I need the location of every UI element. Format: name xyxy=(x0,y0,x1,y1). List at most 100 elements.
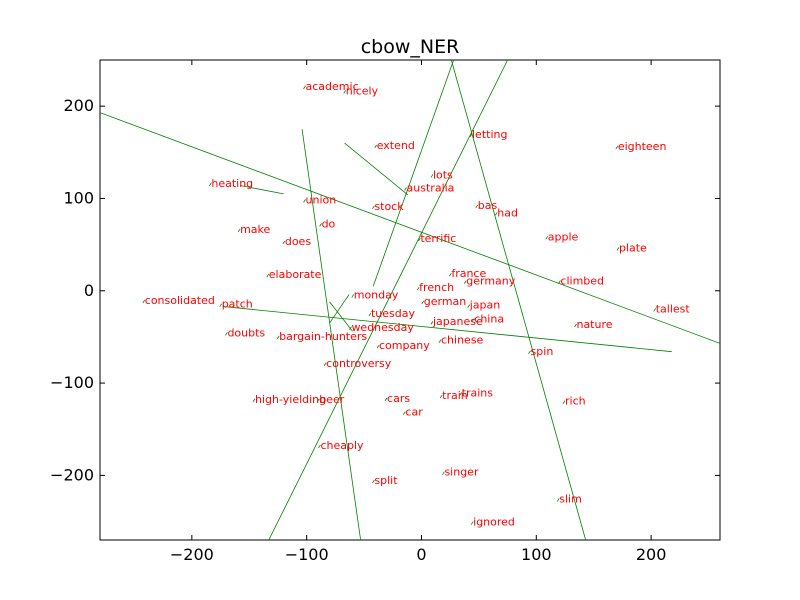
point-marker xyxy=(303,85,306,90)
point-label: high-yielding xyxy=(255,393,326,406)
chart-title: cbow_NER xyxy=(361,36,460,58)
point-marker xyxy=(303,199,306,203)
point-marker xyxy=(459,392,462,396)
point-marker xyxy=(653,308,657,312)
point-label: wednesday xyxy=(351,321,414,334)
point-marker xyxy=(404,187,407,191)
point-marker xyxy=(351,294,355,298)
point-label: japanese xyxy=(432,315,483,328)
point-marker xyxy=(545,236,549,240)
point-label: academic xyxy=(306,80,359,93)
point-label: nicely xyxy=(346,84,379,97)
point-marker xyxy=(349,326,352,330)
point-marker xyxy=(316,398,320,402)
point-marker xyxy=(343,90,347,94)
projection-line xyxy=(372,60,455,287)
point-marker xyxy=(475,204,479,209)
point-label: plate xyxy=(619,241,647,254)
y-tick-label: 0 xyxy=(84,281,94,300)
point-label: slim xyxy=(559,492,582,505)
point-label: stock xyxy=(374,200,404,213)
point-label: singer xyxy=(444,466,479,479)
projection-line xyxy=(222,306,672,353)
point-marker xyxy=(469,133,473,138)
point-marker xyxy=(372,479,375,484)
point-marker xyxy=(282,240,286,245)
point-marker xyxy=(374,144,378,149)
point-label: had xyxy=(497,206,518,219)
point-marker xyxy=(384,397,388,402)
y-tick-label: 100 xyxy=(63,188,94,207)
point-label: rich xyxy=(565,395,586,408)
point-label: french xyxy=(419,281,454,294)
point-label: apple xyxy=(548,230,579,243)
lines-layer xyxy=(100,60,720,540)
point-label: spin xyxy=(531,345,554,358)
x-tick-label: −200 xyxy=(170,545,214,564)
point-marker xyxy=(439,394,443,399)
point-marker xyxy=(616,247,620,251)
point-marker xyxy=(209,182,212,186)
projection-line xyxy=(239,185,284,195)
point-marker xyxy=(219,303,223,307)
point-marker xyxy=(225,332,228,336)
point-marker xyxy=(449,273,452,277)
point-label: company xyxy=(379,339,430,352)
point-label: japan xyxy=(469,299,501,312)
point-marker xyxy=(430,321,434,325)
point-label: ignored xyxy=(473,516,515,529)
point-label: tallest xyxy=(656,302,691,315)
point-label: germany xyxy=(466,275,516,288)
point-marker xyxy=(562,400,566,404)
x-tick-label: 100 xyxy=(521,545,552,564)
point-marker xyxy=(463,280,467,284)
projection-line xyxy=(450,60,587,540)
point-label: bargain-hunters xyxy=(279,330,367,343)
x-tick-label: 0 xyxy=(416,545,426,564)
point-label: cheaply xyxy=(320,439,364,452)
x-tick-label: 200 xyxy=(636,545,667,564)
point-marker xyxy=(403,411,406,415)
point-label: extend xyxy=(377,139,415,152)
point-marker xyxy=(467,304,471,308)
projection-line xyxy=(268,60,508,540)
projection-line xyxy=(100,112,720,344)
point-label: eighteen xyxy=(618,140,667,153)
point-label: train xyxy=(442,389,468,402)
point-marker xyxy=(416,286,420,291)
point-label: elaborate xyxy=(269,268,322,281)
point-marker xyxy=(237,228,241,233)
point-marker xyxy=(438,339,442,343)
point-marker xyxy=(442,471,445,475)
point-marker xyxy=(376,345,380,349)
point-label: bas xyxy=(478,199,498,212)
projection-line xyxy=(301,129,362,540)
point-marker xyxy=(556,498,560,502)
point-marker xyxy=(319,223,322,227)
point-marker xyxy=(574,323,577,328)
point-marker xyxy=(266,273,270,278)
point-label: beer xyxy=(319,393,345,406)
y-tick-label: −100 xyxy=(50,373,94,392)
point-label: tuesday xyxy=(371,307,416,320)
point-label: china xyxy=(474,312,504,325)
point-label: lots xyxy=(433,168,453,181)
point-label: split xyxy=(374,474,398,487)
point-marker xyxy=(142,299,146,304)
x-tick-label: −100 xyxy=(285,545,329,564)
point-marker xyxy=(372,205,375,210)
point-label: france xyxy=(451,267,486,280)
projection-line xyxy=(329,294,350,324)
point-label: car xyxy=(405,406,423,419)
point-marker xyxy=(430,174,434,178)
point-marker xyxy=(558,280,561,284)
point-label: heating xyxy=(211,177,253,190)
point-label: nature xyxy=(576,318,612,331)
point-label: union xyxy=(306,193,337,206)
point-label: monday xyxy=(354,288,399,301)
point-label: does xyxy=(285,235,311,248)
point-label: climbed xyxy=(560,275,604,288)
point-label: cars xyxy=(387,392,410,405)
